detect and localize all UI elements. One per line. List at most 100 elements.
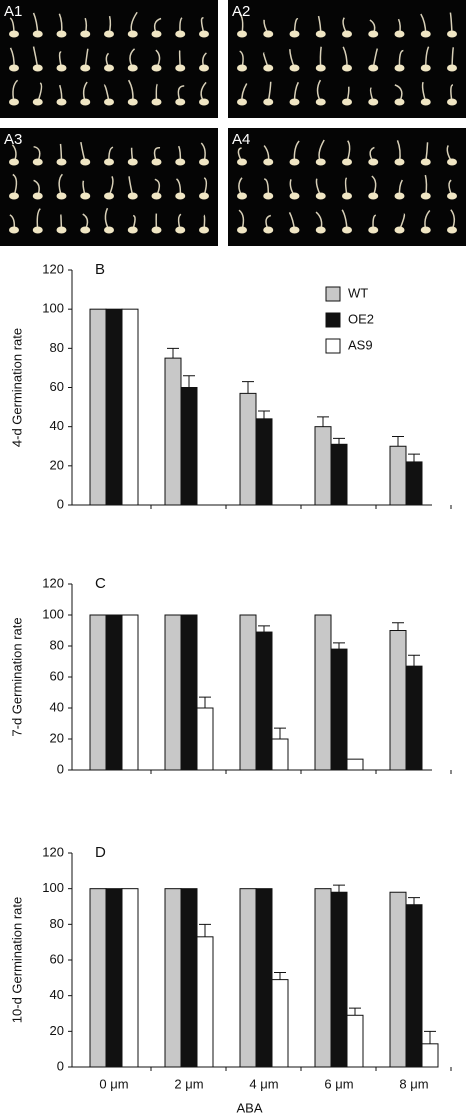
x-tick-label: 0 μm bbox=[99, 1076, 128, 1091]
seedling bbox=[56, 226, 67, 234]
x-tick-label: 6 μm bbox=[324, 1076, 353, 1091]
bar bbox=[121, 614, 139, 771]
seedling bbox=[342, 192, 352, 200]
seedling bbox=[342, 98, 352, 106]
error-bar bbox=[392, 435, 404, 447]
seedling bbox=[9, 192, 19, 200]
y-tick-label: 120 bbox=[42, 844, 64, 859]
y-tick-label: 120 bbox=[42, 261, 64, 276]
error-bar bbox=[274, 727, 286, 739]
seedling bbox=[447, 192, 457, 200]
seedling bbox=[32, 98, 43, 106]
bar bbox=[330, 648, 348, 771]
seedling bbox=[394, 64, 405, 72]
bar bbox=[121, 888, 139, 1068]
error-bar bbox=[199, 696, 211, 708]
bar bbox=[196, 936, 214, 1068]
bar bbox=[239, 888, 257, 1068]
seedling bbox=[127, 226, 138, 234]
seedling bbox=[151, 226, 162, 234]
bar bbox=[389, 891, 407, 1068]
seedling bbox=[237, 64, 247, 72]
bar bbox=[105, 308, 123, 506]
bar bbox=[180, 888, 198, 1068]
bar bbox=[405, 461, 423, 506]
panel-label: A4 bbox=[232, 131, 250, 148]
seedling bbox=[394, 226, 405, 234]
seedling bbox=[263, 30, 274, 38]
panel-letter: B bbox=[95, 261, 105, 278]
seedling bbox=[175, 98, 186, 106]
seedling bbox=[289, 98, 300, 106]
seedling bbox=[315, 30, 326, 38]
seedling bbox=[263, 98, 274, 106]
seedling bbox=[104, 64, 114, 72]
seedling bbox=[127, 192, 138, 200]
y-tick-label: 80 bbox=[50, 916, 64, 931]
x-axis-label: ABA bbox=[236, 1100, 262, 1115]
seedling bbox=[237, 30, 247, 38]
y-axis-label: 7-d Germination rate bbox=[9, 617, 24, 736]
error-bar bbox=[333, 884, 345, 893]
seedling bbox=[394, 158, 405, 166]
error-bar bbox=[242, 381, 254, 394]
seedling bbox=[9, 98, 19, 106]
seedling bbox=[80, 30, 91, 38]
y-tick-label: 80 bbox=[50, 340, 64, 355]
seedling bbox=[289, 64, 300, 72]
y-tick-label: 120 bbox=[42, 575, 64, 590]
bar bbox=[421, 1043, 439, 1068]
seedling bbox=[420, 64, 431, 72]
bar bbox=[180, 614, 198, 771]
error-bar bbox=[408, 453, 420, 462]
seedling bbox=[151, 30, 162, 38]
y-tick-label: 60 bbox=[50, 379, 64, 394]
x-tick-label: 2 μm bbox=[174, 1076, 203, 1091]
seedling bbox=[9, 158, 19, 166]
seedling bbox=[56, 192, 67, 200]
seedling bbox=[56, 30, 67, 38]
seedling bbox=[32, 226, 43, 234]
seedling bbox=[32, 64, 43, 72]
seedling bbox=[80, 98, 91, 106]
y-tick-label: 60 bbox=[50, 668, 64, 683]
y-tick-label: 0 bbox=[57, 496, 64, 511]
seedling bbox=[368, 158, 379, 166]
error-bar bbox=[408, 897, 420, 905]
seedling bbox=[394, 192, 405, 200]
seedling bbox=[127, 64, 138, 72]
seedling bbox=[420, 158, 431, 166]
seedling bbox=[104, 226, 114, 234]
bar bbox=[330, 891, 348, 1068]
bar bbox=[121, 308, 139, 506]
seedling bbox=[175, 192, 186, 200]
seedling bbox=[342, 226, 352, 234]
seedling bbox=[199, 226, 209, 234]
seedling bbox=[104, 192, 114, 200]
error-bar bbox=[258, 625, 270, 633]
bar bbox=[164, 888, 182, 1068]
seedling bbox=[127, 158, 138, 166]
panel-letter: C bbox=[95, 575, 106, 592]
y-tick-label: 40 bbox=[50, 987, 64, 1002]
bar bbox=[164, 614, 182, 771]
seedling bbox=[127, 98, 138, 106]
panel-label: A1 bbox=[4, 3, 22, 20]
legend-label: OE2 bbox=[348, 311, 374, 326]
seedling bbox=[237, 226, 247, 234]
seedling bbox=[394, 30, 405, 38]
error-bar bbox=[333, 437, 345, 445]
bar bbox=[346, 758, 364, 771]
y-tick-label: 100 bbox=[42, 880, 64, 895]
seedling bbox=[263, 64, 274, 72]
seedling bbox=[447, 158, 457, 166]
seedling bbox=[342, 64, 352, 72]
panel-label: A3 bbox=[4, 131, 22, 148]
seedling bbox=[56, 158, 67, 166]
seedling bbox=[32, 192, 43, 200]
seedling bbox=[447, 226, 457, 234]
y-tick-label: 100 bbox=[42, 301, 64, 316]
y-tick-label: 0 bbox=[57, 761, 64, 776]
seedling bbox=[56, 64, 67, 72]
seedling bbox=[289, 192, 300, 200]
